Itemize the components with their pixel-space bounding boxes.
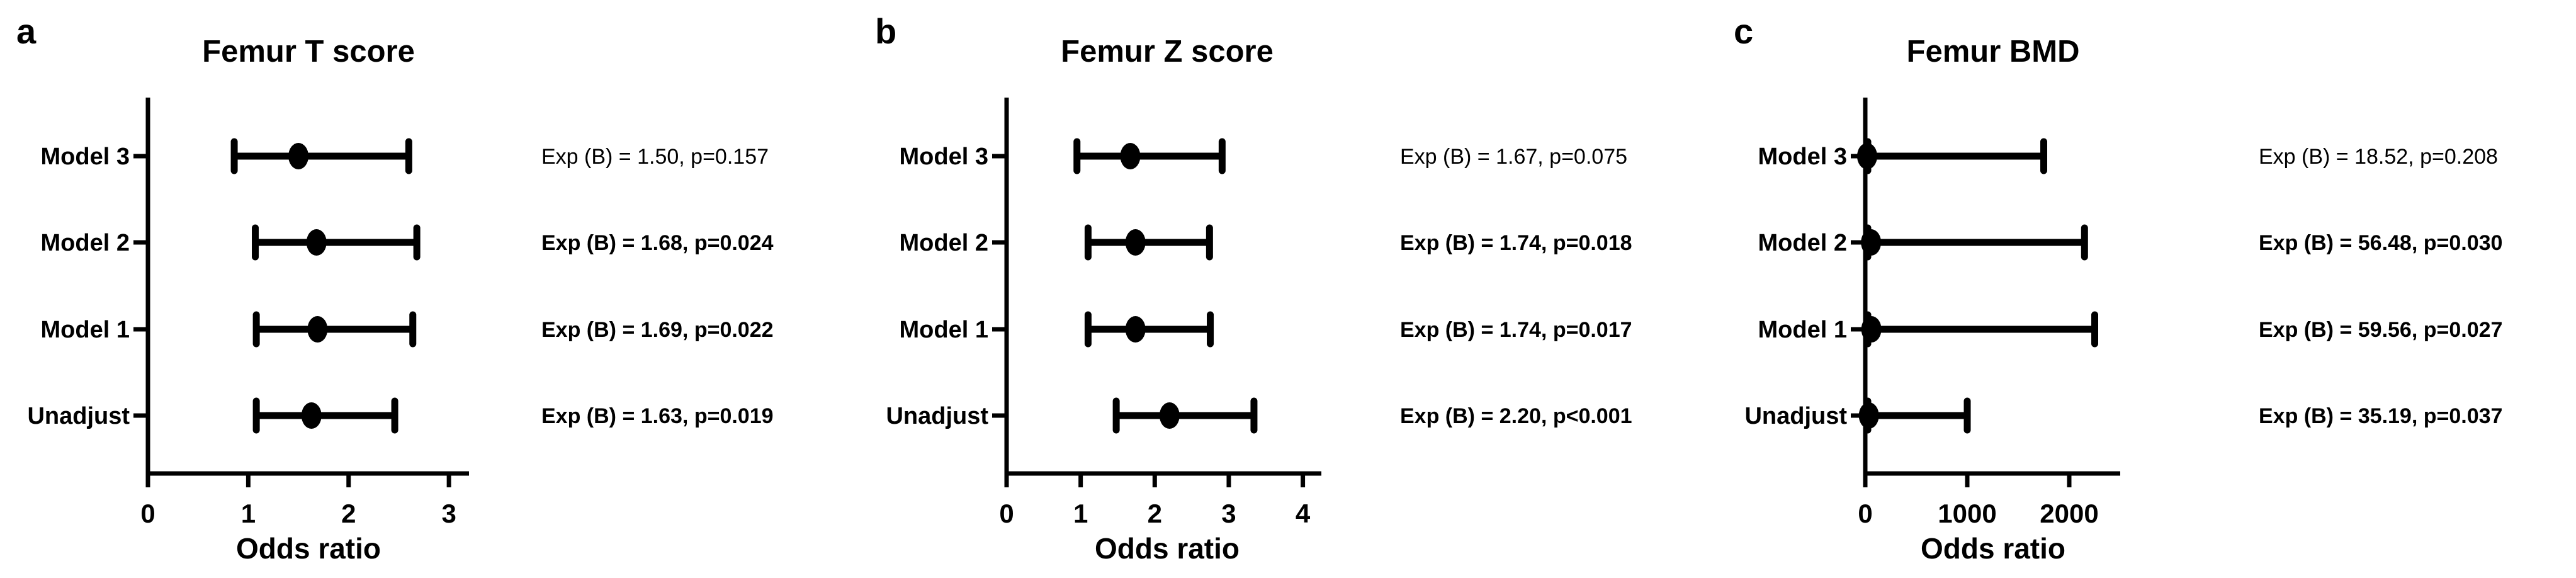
forest-row-model-1 [252,311,417,348]
x-tick-label: 3 [441,499,456,528]
annotation-exp-b: Exp (B) = 2.20, p<0.001 [1400,404,1632,428]
row-label-model-1: Model 1 [900,317,988,343]
x-axis-label: Odds ratio [1094,532,1240,565]
point-estimate-marker [1857,143,1878,169]
annotation-exp-b: Exp (B) = 1.63, p=0.019 [541,404,774,428]
point-estimate-marker [1125,316,1146,343]
x-tick-label: 2 [341,499,356,528]
row-label-model-1: Model 1 [41,317,130,343]
x-tick-label: 2000 [2040,499,2098,528]
row-label-model-3: Model 3 [41,144,130,170]
annotation-exp-b: Exp (B) = 18.52, p=0.208 [2259,145,2498,169]
annotation-exp-b: Exp (B) = 56.48, p=0.030 [2259,231,2502,255]
panel-title-femur-bmd: Femur BMD [1906,35,2080,69]
annotation-exp-b: Exp (B) = 1.74, p=0.018 [1400,231,1632,255]
x-tick-label: 4 [1296,499,1311,528]
panel-title-femur-z-score: Femur Z score [1061,35,1274,69]
forest-chart-femur-z-score: 0 1 2 3 4 Model 3 Exp (B) = 1.67, p=0.075 Model… [886,98,1632,528]
point-estimate-marker [306,229,327,256]
x-tick-label: 2 [1148,499,1162,528]
forest-row-unadjust [1858,397,1971,434]
point-estimate-marker [307,316,328,343]
row-label-model-2: Model 2 [41,230,130,256]
annotation-exp-b: Exp (B) = 1.68, p=0.024 [541,231,774,255]
panel-title-femur-t-score: Femur T score [202,35,415,69]
row-label-model-2: Model 2 [1758,230,1847,256]
panel-letter-a: a [16,11,37,51]
point-estimate-marker [1125,229,1146,256]
annotation-exp-b: Exp (B) = 35.19, p=0.037 [2259,404,2502,428]
forest-row-model-2 [1861,224,2088,261]
forest-row-model-3 [1073,138,1226,174]
annotation-exp-b: Exp (B) = 1.67, p=0.075 [1400,145,1627,169]
row-label-model-1: Model 1 [1758,317,1847,343]
x-tick-label: 1 [1073,499,1088,528]
row-label-unadjust: Unadjust [1744,403,1847,429]
forest-row-model-3 [1857,138,2047,174]
panel-letter-b: b [875,11,897,51]
x-tick-label: 0 [140,499,155,528]
point-estimate-marker [1861,316,1882,343]
panel-femur-t-score: a Femur T score 0 1 2 3 Model 3 Exp (B) = 1.5… [0,0,859,578]
forest-row-model-2 [1084,224,1213,261]
forest-chart-femur-bmd: 0 1000 2000 Model 3 Exp (B) = 18.52, p=0.208… [1744,98,2502,528]
panel-femur-z-score: b Femur Z score 0 1 2 3 4 Model 3 Exp (B) = 1.… [859,0,1717,578]
x-tick-label: 3 [1221,499,1236,528]
x-axis-label: Odds ratio [235,532,381,565]
panel-femur-bmd: c Femur BMD 0 1000 2000 Model 3 Exp (B) = 18… [1717,0,2576,578]
x-axis-label: Odds ratio [1920,532,2066,565]
annotation-exp-b: Exp (B) = 59.56, p=0.027 [2259,318,2502,342]
point-estimate-marker [1159,402,1180,429]
annotation-exp-b: Exp (B) = 1.74, p=0.017 [1400,318,1632,342]
x-tick-label: 1000 [1938,499,1996,528]
point-estimate-marker [1858,402,1879,429]
point-estimate-marker [301,402,322,429]
forest-row-model-3 [230,138,412,174]
forest-chart-femur-t-score: 0 1 2 3 Model 3 Exp (B) = 1.50, p=0.157 Model … [27,98,774,528]
forest-row-model-1 [1861,311,2098,348]
x-tick-label: 0 [1858,499,1872,528]
annotation-exp-b: Exp (B) = 1.69, p=0.022 [541,318,774,342]
forest-row-model-2 [252,224,421,261]
forest-row-unadjust [252,397,398,434]
point-estimate-marker [1861,229,1882,256]
annotation-exp-b: Exp (B) = 1.50, p=0.157 [541,145,769,169]
row-label-model-3: Model 3 [900,144,988,170]
point-estimate-marker [1120,143,1141,169]
x-tick-label: 1 [241,499,256,528]
forest-row-unadjust [1112,397,1258,434]
row-label-unadjust: Unadjust [886,403,988,429]
x-tick-label: 0 [999,499,1014,528]
panel-letter-c: c [1734,11,1754,51]
row-label-unadjust: Unadjust [27,403,130,429]
forest-row-model-1 [1084,311,1214,348]
row-label-model-3: Model 3 [1758,144,1847,170]
row-label-model-2: Model 2 [900,230,988,256]
point-estimate-marker [288,143,309,169]
